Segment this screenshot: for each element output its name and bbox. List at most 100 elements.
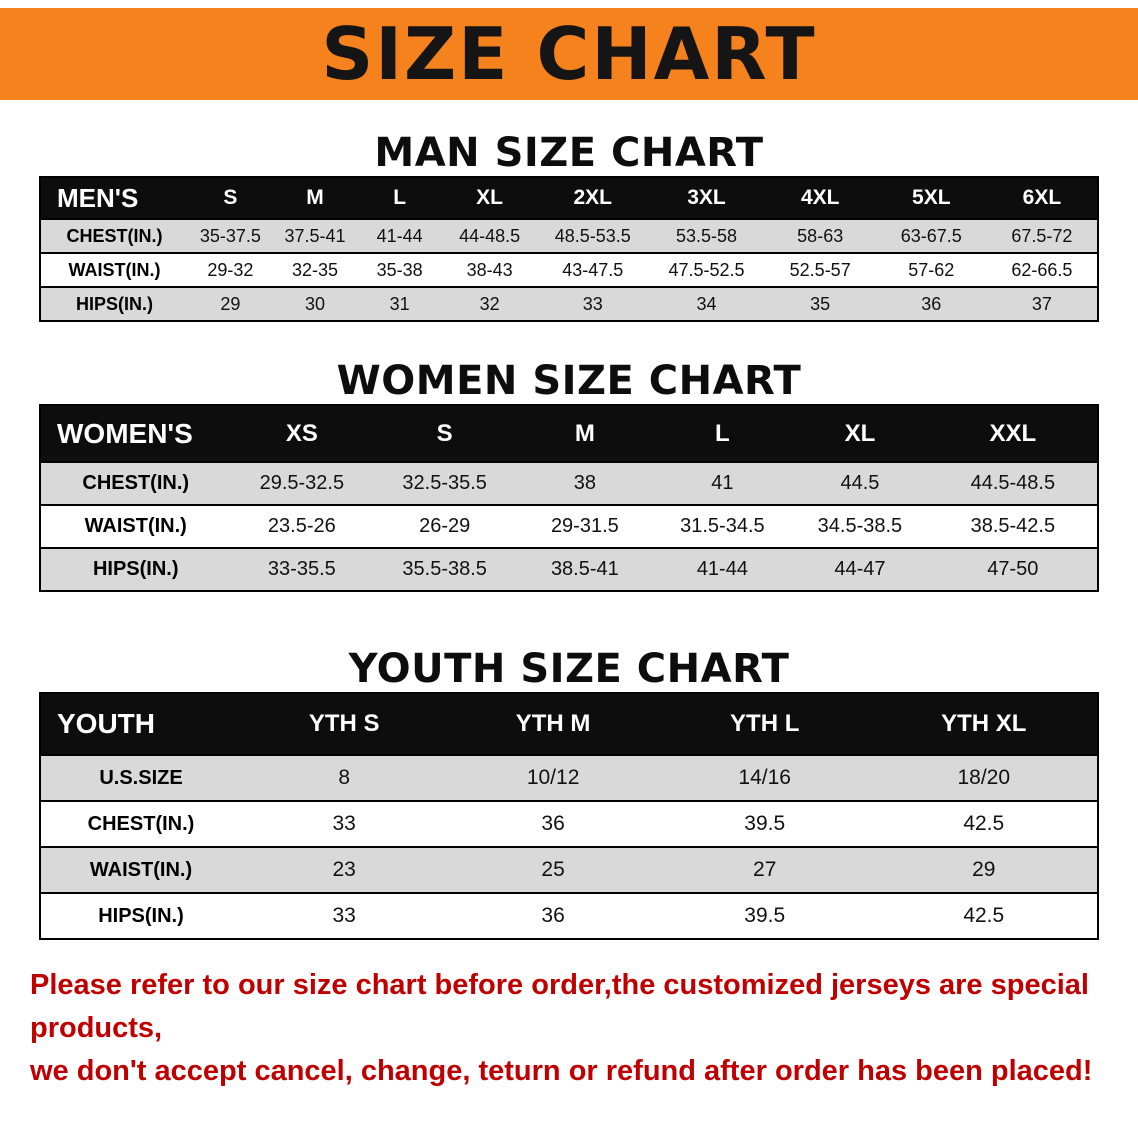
size-cell: 52.5-57 [789,259,851,280]
men-header-row: MEN'S S M L XL 2XL 3XL 4XL 5XL 6XL [40,177,1098,219]
size-cell: 38.5-41 [550,558,619,580]
table-row: WAIST(IN.) 23.5-26 26-29 29-31.5 31.5-34… [40,505,1098,548]
size-cell: 63-67.5 [900,225,962,246]
size-cell: 35-38 [376,259,423,280]
banner: SIZE CHART [0,8,1138,100]
size-cell: 35-37.5 [199,225,261,246]
row-label-cell: WAIST(IN.) [89,858,193,881]
row-label-cell: HIPS(IN.) [76,293,154,314]
man-size-chart-heading: MAN SIZE CHART [374,130,764,176]
size-cell: 29 [972,858,996,881]
size-cell: 37 [1031,293,1052,314]
size-cell: 58-63 [797,225,844,246]
size-cell: 14/16 [738,766,791,789]
size-header-cell: 2XL [537,177,649,219]
size-cell: 32 [479,293,500,314]
size-cell: 18/20 [957,766,1011,789]
size-cell: 31.5-34.5 [680,515,765,537]
row-label-cell: CHEST(IN.) [66,225,163,246]
row-label-cell: WAIST(IN.) [84,515,187,537]
size-cell: 57-62 [908,259,955,280]
size-header-cell: YTH L [658,693,871,755]
size-header-cell: YTH XL [870,693,1098,755]
size-cell: 23 [332,858,356,881]
size-header-cell: 4XL [764,177,876,219]
size-cell: 23.5-26 [267,515,336,537]
size-cell: 36 [541,812,565,835]
size-cell: 44-47 [834,558,886,580]
size-cell: 29.5-32.5 [259,472,345,494]
size-cell: 33 [332,812,356,835]
size-cell: 33-35.5 [267,558,336,580]
size-header-cell: M [272,177,358,219]
size-cell: 41 [711,472,734,494]
youth-header-row: YOUTH YTH S YTH M YTH L YTH XL [40,693,1098,755]
youth-table-title: YOUTH [40,693,242,755]
size-cell: 53.5-58 [675,225,737,246]
size-cell: 47-50 [987,558,1039,580]
size-cell: 41-44 [696,558,748,580]
size-header-cell: XS [230,405,374,462]
table-row: WAIST(IN.) 29-32 32-35 35-38 38-43 43-47… [40,253,1098,287]
order-policy-line-2: we don't accept cancel, change, teturn o… [30,1054,1093,1087]
youth-size-table: YOUTH YTH S YTH M YTH L YTH XL U.S.SIZE … [39,692,1099,940]
women-size-table: WOMEN'S XS S M L XL XXL CHEST(IN.) 29.5-… [39,404,1099,592]
order-policy-line-1: Please refer to our size chart before or… [30,969,1089,1044]
size-header-cell: S [373,405,517,462]
size-cell: 33 [332,904,356,927]
size-cell: 30 [305,293,326,314]
table-row: U.S.SIZE 8 10/12 14/16 18/20 [40,755,1098,801]
size-cell: 31 [389,293,410,314]
size-cell: 26-29 [419,515,471,537]
size-cell: 39.5 [744,904,786,927]
women-table-title: WOMEN'S [40,405,231,462]
women-size-chart-heading: WOMEN SIZE CHART [336,358,802,404]
row-label-cell: U.S.SIZE [99,766,183,789]
size-cell: 44.5-48.5 [970,472,1056,494]
size-cell: 41-44 [376,225,423,246]
size-header-cell: YTH M [447,693,659,755]
order-policy-note: Please refer to our size chart before or… [0,964,1138,1093]
row-label-cell: HIPS(IN.) [98,904,184,927]
size-header-cell: M [516,405,654,462]
size-cell: 38.5-42.5 [970,515,1056,537]
size-cell: 38-43 [466,259,513,280]
size-cell: 35.5-38.5 [402,558,487,580]
size-cell: 43-47.5 [562,259,624,280]
size-cell: 34.5-38.5 [817,515,903,537]
size-cell: 39.5 [744,812,786,835]
size-cell: 36 [541,904,565,927]
size-cell: 42.5 [963,904,1005,927]
youth-size-chart-heading: YOUTH SIZE CHART [348,646,790,692]
table-row: HIPS(IN.) 29 30 31 32 33 34 35 36 37 [40,287,1098,321]
table-row: HIPS(IN.) 33 36 39.5 42.5 [40,893,1098,939]
table-row: CHEST(IN.) 33 36 39.5 42.5 [40,801,1098,847]
size-cell: 34 [696,293,717,314]
size-cell: 44-48.5 [459,225,521,246]
row-label-cell: CHEST(IN.) [82,472,190,494]
size-cell: 48.5-53.5 [554,225,631,246]
size-cell: 67.5-72 [1011,225,1073,246]
size-cell: 25 [541,858,565,881]
size-header-cell: S [188,177,273,219]
table-row: HIPS(IN.) 33-35.5 35.5-38.5 38.5-41 41-4… [40,548,1098,591]
table-row: CHEST(IN.) 35-37.5 37.5-41 41-44 44-48.5… [40,219,1098,253]
size-header-cell: 3XL [648,177,765,219]
row-label-cell: HIPS(IN.) [92,558,179,580]
size-cell: 37.5-41 [284,225,346,246]
row-label-cell: WAIST(IN.) [68,259,161,280]
size-cell: 62-66.5 [1011,259,1073,280]
size-header-cell: XL [441,177,538,219]
size-cell: 38 [573,472,596,494]
table-row: CHEST(IN.) 29.5-32.5 32.5-35.5 38 41 44.… [40,462,1098,505]
size-cell: 8 [338,766,350,789]
size-cell: 10/12 [526,766,580,789]
size-cell: 36 [921,293,942,314]
size-header-cell: L [653,405,792,462]
size-cell: 29-32 [207,259,254,280]
men-table-title: MEN'S [40,177,189,219]
size-cell: 32-35 [292,259,339,280]
size-header-cell: 6XL [986,177,1098,219]
size-cell: 44.5 [840,472,880,494]
